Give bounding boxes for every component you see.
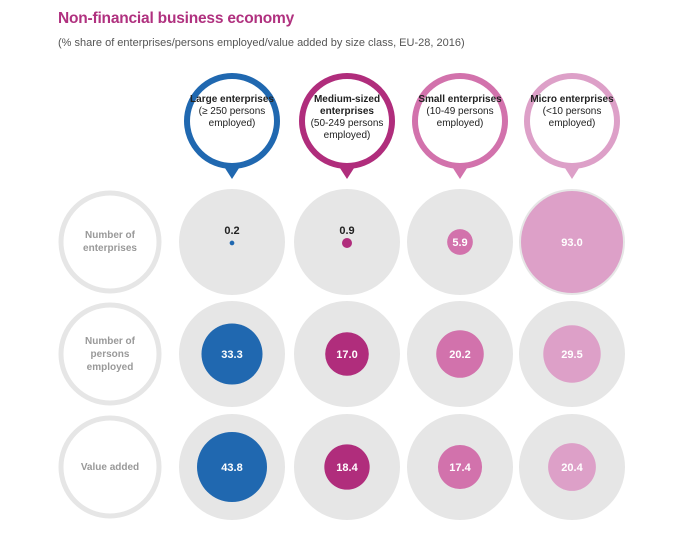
header-bubble-medium xyxy=(299,73,395,179)
value-bubble-small xyxy=(436,330,484,378)
header-text-micro: Micro enterprises (<10 persons employed) xyxy=(527,94,617,130)
row-label-ring xyxy=(58,415,162,519)
row-label-ring xyxy=(58,302,162,406)
chart-subtitle: (% share of enterprises/persons employed… xyxy=(58,37,465,49)
value-label: 93.0 xyxy=(561,237,582,249)
value-bubble-micro xyxy=(543,325,601,383)
value-label: 20.4 xyxy=(561,462,583,474)
header-name: Small enterprises xyxy=(418,94,502,105)
value-label: 43.8 xyxy=(221,462,242,474)
header-range: (50-249 persons employed) xyxy=(310,118,384,141)
header-bubble-large xyxy=(184,73,280,179)
header-range: (10-49 persons employed) xyxy=(426,106,494,129)
value-bubble-small xyxy=(447,229,473,255)
header-text-small: Small enterprises (10-49 persons employed… xyxy=(415,94,505,130)
header-range: (≥ 250 persons employed) xyxy=(198,106,266,129)
header-bubble-micro xyxy=(524,73,620,179)
value-bubble-small xyxy=(437,444,483,490)
value-label: 17.4 xyxy=(449,462,471,474)
value-label: 33.3 xyxy=(221,349,242,361)
row-label: Number of enterprises xyxy=(83,230,137,254)
value-bubble-large xyxy=(229,240,235,246)
value-label: 5.9 xyxy=(452,237,467,249)
row-label-ring xyxy=(58,190,162,294)
value-bubble-micro xyxy=(521,191,623,293)
header-text-large: Large enterprises (≥ 250 persons employed… xyxy=(187,94,277,130)
value-bubble-large xyxy=(197,432,267,502)
value-bubble-medium xyxy=(324,444,370,490)
header-name: Large enterprises xyxy=(190,94,274,105)
value-bubble-large xyxy=(201,323,263,385)
header-text-medium: Medium-sized enterprises (50-249 persons … xyxy=(302,94,392,142)
value-label: 0.2 xyxy=(224,225,239,237)
value-label: 29.5 xyxy=(561,349,582,361)
row-label: Value added xyxy=(80,461,140,473)
value-label: 18.4 xyxy=(336,462,358,474)
value-bubble-medium xyxy=(341,237,353,249)
row-label: Number of persons employed xyxy=(85,335,135,373)
header-name: Micro enterprises xyxy=(530,94,614,105)
value-label: 17.0 xyxy=(336,349,357,361)
value-label: 0.9 xyxy=(339,225,354,237)
header-name: Medium-sized enterprises xyxy=(313,94,381,117)
header-range: (<10 persons employed) xyxy=(542,106,602,129)
value-bubble-medium xyxy=(325,332,369,376)
value-bubble-micro xyxy=(548,443,596,491)
chart-title: Non-financial business economy xyxy=(58,10,295,27)
value-label: 20.2 xyxy=(449,349,470,361)
header-bubble-small xyxy=(412,73,508,179)
